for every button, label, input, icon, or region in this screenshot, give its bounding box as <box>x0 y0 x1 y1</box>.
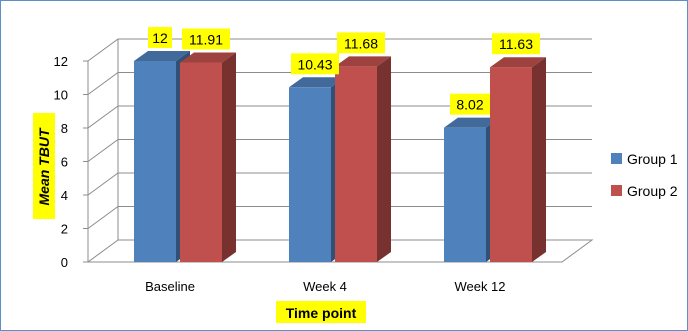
y-tick-labels: 0 2 4 6 8 10 12 <box>54 54 68 270</box>
bar-front <box>444 127 486 262</box>
data-label-text: 11.68 <box>344 35 378 51</box>
bar-top <box>180 52 236 63</box>
legend: Group 1 Group 2 <box>611 151 678 199</box>
bar-top <box>289 77 345 88</box>
bars <box>134 51 546 263</box>
x-axis-title: Time point <box>286 305 357 321</box>
data-label-text: 12 <box>152 30 168 46</box>
y-tick-label: 12 <box>54 54 68 69</box>
data-label-text: 10.43 <box>297 56 332 72</box>
legend-item-2: Group 2 <box>611 183 678 199</box>
data-label-text: 11.63 <box>499 36 533 52</box>
bar-1-2 <box>289 77 345 262</box>
bar-front <box>289 87 331 262</box>
data-label-2-2: 11.68 <box>337 32 385 54</box>
bar-top <box>444 117 500 128</box>
x-category-label: Week 4 <box>303 279 347 294</box>
y-tick-label: 0 <box>61 255 68 270</box>
bar-2-1 <box>180 52 236 262</box>
legend-swatch <box>611 153 622 164</box>
gridline <box>87 38 592 62</box>
data-labels: 12 11.91 10.43 11.68 8.02 11.63 <box>148 27 540 115</box>
gridline <box>87 105 592 129</box>
x-axis-title-group: Time point <box>276 301 366 323</box>
data-label-text: 8.02 <box>456 97 483 113</box>
data-label-1-1: 12 <box>148 27 172 48</box>
gridline <box>87 172 592 196</box>
y-tick-label: 8 <box>61 121 68 136</box>
bar-top <box>134 51 190 61</box>
data-label-2-3: 11.63 <box>492 33 540 55</box>
x-axis-title-background <box>276 301 366 323</box>
data-label-text: 11.91 <box>189 32 223 48</box>
y-axis-title-background <box>33 113 55 219</box>
data-label-background <box>450 93 490 115</box>
bar-top <box>335 56 391 67</box>
bar-side <box>222 52 236 262</box>
floor-plane <box>86 239 594 263</box>
data-label-background <box>291 53 339 75</box>
y-tick-label: 6 <box>61 155 68 170</box>
x-category-label: Week 12 <box>454 279 505 294</box>
x-category-label: Baseline <box>145 279 195 294</box>
data-label-2-1: 11.91 <box>182 28 230 50</box>
bar-top <box>490 57 546 68</box>
bar-front <box>134 61 176 262</box>
legend-label: Group 2 <box>627 183 678 199</box>
legend-item-1: Group 1 <box>611 151 678 167</box>
grid-layer <box>83 38 594 263</box>
data-label-background <box>337 32 385 54</box>
bar-front <box>490 67 532 262</box>
data-label-1-2: 10.43 <box>291 53 339 75</box>
legend-swatch <box>611 185 622 196</box>
bar-2-3 <box>490 57 546 263</box>
bar-front <box>180 62 222 262</box>
data-label-background <box>492 33 540 55</box>
bar-2-2 <box>335 56 391 262</box>
gridline <box>87 139 592 162</box>
category-labels: Baseline Week 4 Week 12 <box>145 279 505 294</box>
y-tick-label: 2 <box>61 222 68 237</box>
data-label-background <box>148 27 172 48</box>
y-tick-label: 4 <box>61 188 68 203</box>
y-axis-title-group: Mean TBUT <box>33 113 55 219</box>
bar-side <box>377 56 391 262</box>
y-axis-title: Mean TBUT <box>36 127 52 205</box>
gridline <box>87 206 592 229</box>
bar-side <box>532 57 546 263</box>
bar-front <box>335 66 377 262</box>
gridline <box>87 72 592 95</box>
y-tick-label: 10 <box>54 88 68 103</box>
legend-label: Group 1 <box>627 151 678 167</box>
data-label-1-3: 8.02 <box>450 93 490 115</box>
data-label-background <box>182 28 230 50</box>
